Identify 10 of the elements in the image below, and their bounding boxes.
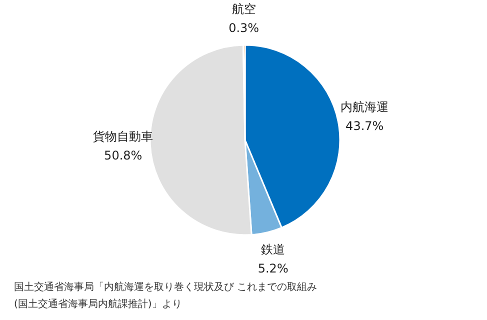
- text: 国土交通省海事局「内航海運を取り巻く現状及び これまでの取組み: [14, 281, 318, 293]
- slice-label: 鉄道: [261, 242, 286, 257]
- data-label: 43.7%: [346, 119, 384, 134]
- slice-label: 航空: [232, 2, 256, 16]
- slice-label: 貨物自動車: [93, 129, 154, 144]
- data-label: 50.8%: [104, 148, 142, 162]
- data-label: 5.2%: [258, 262, 288, 276]
- text: (国土交通省海事局内航課推計)」より: [14, 298, 182, 310]
- data-label: 0.3%: [228, 21, 260, 36]
- slice-label: 内航海運: [340, 100, 389, 114]
